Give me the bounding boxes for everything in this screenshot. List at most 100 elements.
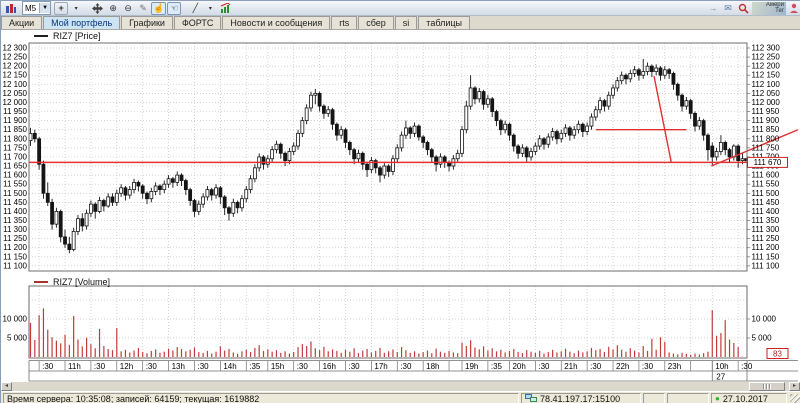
zoom-in-button[interactable]: ⊕ <box>109 2 117 13</box>
price-axis-label-left: 11 200 <box>3 243 27 252</box>
volume-axis-label-right: 10 000 <box>752 315 777 324</box>
candle-body <box>369 160 374 171</box>
bookmark-tabs: Акции Мой портфель Графики ФОРТС Новости и с… <box>1 16 800 30</box>
mail-button[interactable]: ✉ <box>724 2 732 13</box>
pointer-hand-button[interactable]: ☝ <box>151 1 167 15</box>
line-dropdown-button[interactable]: ▾ <box>208 5 212 12</box>
candle-body <box>343 129 348 143</box>
time-label: :30 <box>146 362 158 371</box>
banner-image[interactable]: Амери Тег <box>752 1 786 15</box>
volume-legend: RIZ7 [Volume] <box>34 277 110 287</box>
tab-rts[interactable]: rts <box>331 16 358 29</box>
candle-body <box>619 74 624 82</box>
resize-grip[interactable] <box>790 394 800 403</box>
price-axis-label-right: 111 600 <box>752 171 780 180</box>
tab-новости-и-сообщения[interactable]: Новости и сообщения <box>222 16 331 29</box>
forward-button[interactable]: → <box>708 3 718 13</box>
candle-body <box>442 156 447 163</box>
candle-body <box>360 152 365 165</box>
add-indicator-button[interactable]: + <box>54 1 69 15</box>
scroll-right-button[interactable]: ▸ <box>789 382 800 391</box>
candle-body <box>529 151 533 158</box>
price-axis-label-left: 11 650 <box>3 162 27 171</box>
chart-window-bg <box>1 29 800 391</box>
price-legend: RIZ7 [Price] <box>34 31 101 41</box>
network-icon <box>525 394 537 402</box>
user-icon <box>790 3 798 13</box>
candle-body <box>153 185 158 192</box>
price-axis-label-right: 111 350 <box>752 216 780 225</box>
price-axis-label-right: 111 450 <box>752 198 780 207</box>
scroll-left-button[interactable]: ◂ <box>1 382 12 391</box>
search-button[interactable] <box>736 2 751 15</box>
candle-body <box>645 65 650 73</box>
tab-акции[interactable]: Акции <box>1 16 43 29</box>
date-text: 27.10.2017 <box>722 393 768 403</box>
price-axis-label-left: 11 100 <box>3 261 27 270</box>
candle-body <box>248 178 253 191</box>
price-axis-label-left: 11 950 <box>3 107 27 116</box>
pan-hand-button[interactable]: ☜ <box>167 1 182 15</box>
scroll-thumb[interactable] <box>749 382 785 391</box>
volume-axis-label-left: 10 000 <box>3 315 28 324</box>
chevron-down-icon[interactable]: ▼ <box>39 3 51 13</box>
candle-body <box>158 185 162 191</box>
tab-графики[interactable]: Графики <box>121 16 173 29</box>
move-tool-button[interactable] <box>90 2 105 15</box>
candle-body <box>429 149 434 158</box>
candle-body <box>166 178 171 185</box>
tab-таблицы[interactable]: таблицы <box>418 16 470 29</box>
tab-мой-портфель[interactable]: Мой портфель <box>43 16 121 29</box>
time-label: :30 <box>348 362 360 371</box>
price-axis-label-left: 11 350 <box>3 216 27 225</box>
price-axis-label-left: 11 250 <box>3 234 27 243</box>
server-status-cell: Время сервера: 10:35:08; записей: 64159;… <box>3 393 519 403</box>
candle-body <box>533 145 538 152</box>
time-label: :35 <box>249 362 261 371</box>
candle-body <box>473 87 477 100</box>
candle-body <box>464 105 469 131</box>
status-bar: Время сервера: 10:35:08; записей: 64159;… <box>1 391 800 403</box>
candle-body <box>101 200 106 207</box>
new-chart-button[interactable] <box>218 2 234 15</box>
price-axis-label-left: 11 700 <box>3 152 27 161</box>
time-label: 13h <box>172 362 185 371</box>
tab-фортс[interactable]: ФОРТС <box>173 16 222 29</box>
candle-body <box>89 203 93 214</box>
zoom-out-button[interactable]: ⊖ <box>124 2 132 13</box>
draw-tool-button[interactable]: ✎ <box>139 2 147 13</box>
candle-body <box>498 120 503 131</box>
user-button[interactable] <box>787 2 800 15</box>
tab-si[interactable]: si <box>394 16 418 29</box>
candle-body <box>365 163 369 171</box>
candle-body <box>37 138 42 165</box>
chart-icon <box>221 2 231 13</box>
day-label: 27 <box>716 373 725 382</box>
trend-line-button[interactable]: ╱ <box>192 2 199 13</box>
candle-body <box>41 163 46 194</box>
price-axis-label-left: 12 000 <box>3 98 28 107</box>
tab-сбер[interactable]: сбер <box>358 16 394 29</box>
candle-body <box>511 134 516 147</box>
time-label: :30 <box>197 362 209 371</box>
candle-body <box>701 120 706 136</box>
horizontal-scrollbar[interactable]: ◂ ▸ <box>1 382 800 391</box>
time-label: 16h <box>323 362 336 371</box>
candle-body <box>175 174 180 183</box>
candle-body <box>611 87 615 96</box>
candle-body <box>537 138 542 147</box>
price-axis-label-right: 112 000 <box>752 98 781 107</box>
falling-trend-line <box>653 76 672 163</box>
candle-body <box>356 152 361 160</box>
candle-body <box>671 73 676 85</box>
price-axis-label-left: 11 850 <box>3 125 27 134</box>
price-axis-label-right: 111 400 <box>752 207 780 216</box>
price-axis-label-left: 11 800 <box>3 134 27 143</box>
candle-body <box>67 243 72 250</box>
timeframe-select[interactable]: M5 ▼ <box>22 1 52 15</box>
price-axis-label-right: 111 950 <box>752 107 780 116</box>
volume-plot-border <box>28 285 748 359</box>
time-label: :30 <box>642 362 654 371</box>
add-dropdown-button[interactable]: ▾ <box>74 5 78 12</box>
